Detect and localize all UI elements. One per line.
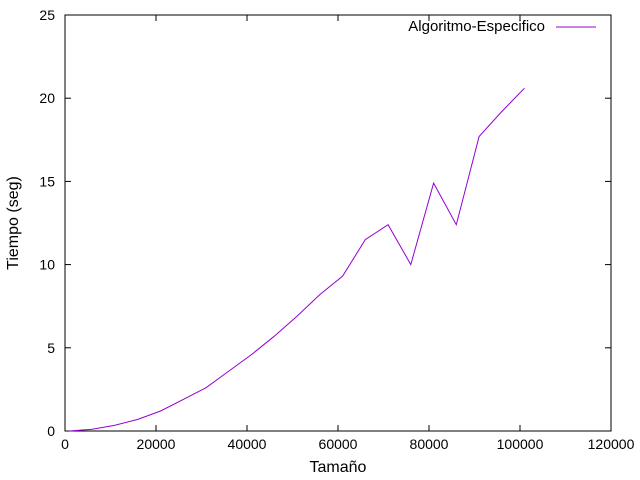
y-axis-title: Tiempo (seg) xyxy=(5,176,22,270)
x-axis: 0 20000 40000 60000 80000 100000 120000 xyxy=(61,15,635,452)
plot-frame xyxy=(64,14,612,432)
x-tick-label: 20000 xyxy=(137,436,176,452)
y-axis: 0 5 10 15 20 25 xyxy=(39,7,611,439)
x-axis-title: Tamaño xyxy=(310,459,367,476)
y-tick-label: 5 xyxy=(47,340,55,356)
x-tick-label: 0 xyxy=(61,436,69,452)
series-line xyxy=(69,87,525,432)
x-tick-label: 60000 xyxy=(319,436,358,452)
y-tick-label: 25 xyxy=(39,7,55,23)
y-tick-label: 0 xyxy=(47,423,55,439)
y-tick-label: 15 xyxy=(39,173,55,189)
x-tick-label: 100000 xyxy=(497,436,544,452)
series-layer xyxy=(69,87,525,432)
legend-label: Algoritmo-Especifico xyxy=(408,18,545,35)
x-tick-label: 40000 xyxy=(228,436,267,452)
legend: Algoritmo-Especifico xyxy=(408,18,596,35)
y-tick-label: 20 xyxy=(39,90,55,106)
x-tick-label: 120000 xyxy=(588,436,635,452)
x-tick-label: 80000 xyxy=(410,436,449,452)
y-tick-label: 10 xyxy=(39,257,55,273)
